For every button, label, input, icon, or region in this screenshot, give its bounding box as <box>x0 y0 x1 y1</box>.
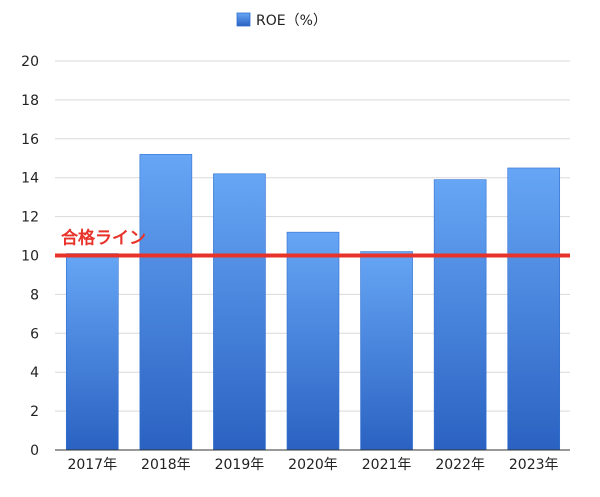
x-tick-label: 2019年 <box>215 457 265 473</box>
y-tick-label: 18 <box>21 93 39 109</box>
legend-swatch <box>236 12 251 27</box>
y-tick-label: 20 <box>21 54 39 70</box>
y-tick-label: 2 <box>30 404 39 420</box>
bar <box>139 154 193 451</box>
y-tick-label: 4 <box>30 365 39 381</box>
y-tick-label: 16 <box>21 132 39 148</box>
reference-line-label: 合格ライン <box>61 228 146 249</box>
x-tick-label: 2018年 <box>141 457 191 473</box>
y-tick-label: 6 <box>30 326 39 342</box>
legend-label: ROE（%） <box>256 13 327 29</box>
x-tick-label: 2023年 <box>509 457 559 473</box>
legend: ROE（%） <box>236 12 327 29</box>
bars <box>65 154 561 451</box>
bar <box>213 173 266 451</box>
x-tick-label: 2020年 <box>288 457 338 473</box>
y-tick-label: 0 <box>30 443 39 459</box>
bar <box>507 167 561 451</box>
y-tick-label: 12 <box>21 210 39 226</box>
bar <box>433 179 487 451</box>
x-tick-label: 2017年 <box>67 457 117 473</box>
y-tick-label: 8 <box>30 287 39 303</box>
y-tick-label: 14 <box>21 171 39 187</box>
bar <box>286 231 340 451</box>
x-axis-ticks: 2017年 2018年 2019年 2020年 2021年 2022年 2023年 <box>67 457 558 473</box>
y-tick-label: 10 <box>21 249 39 265</box>
bar <box>65 253 119 451</box>
x-tick-label: 2021年 <box>362 457 412 473</box>
y-axis-ticks: 0 2 4 6 8 10 12 14 16 18 20 <box>21 54 39 459</box>
bar <box>360 251 413 451</box>
reference-line-group: 合格ライン <box>55 228 570 258</box>
x-tick-label: 2022年 <box>435 457 485 473</box>
